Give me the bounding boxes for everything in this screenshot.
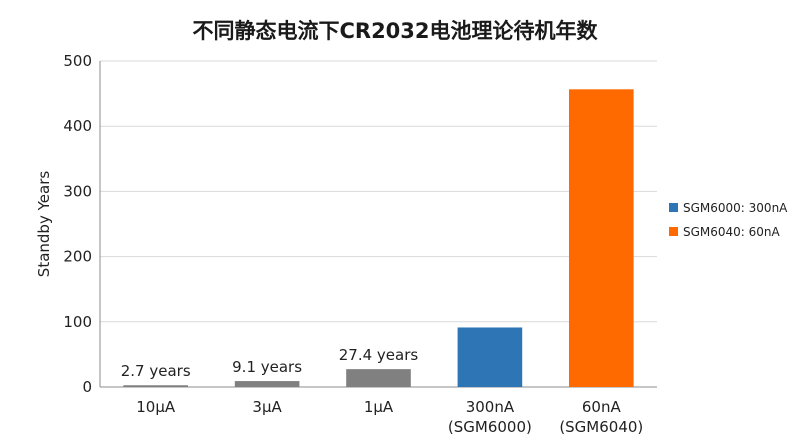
bar (123, 385, 189, 387)
x-tick-label: 60nA (582, 398, 622, 416)
bar (568, 89, 634, 387)
x-tick-label: 300nA (466, 398, 515, 416)
legend-label: SGM6000: 300nA (683, 201, 788, 215)
legend-swatch (669, 227, 678, 236)
data-label: 2.7 years (121, 362, 191, 380)
y-tick-label: 500 (63, 52, 92, 70)
legend-label: SGM6040: 60nA (683, 225, 781, 239)
x-tick-label: 3μA (252, 398, 282, 416)
y-tick-label: 200 (63, 248, 92, 266)
x-tick-label: 1μA (364, 398, 394, 416)
bar (457, 327, 523, 387)
chart-title: 不同静态电流下CR2032电池理论待机年数 (192, 19, 598, 43)
bar (234, 381, 300, 387)
legend-swatch (669, 203, 678, 212)
x-tick-label: 10μA (136, 398, 176, 416)
y-tick-label: 100 (63, 313, 92, 331)
y-tick-label: 300 (63, 182, 92, 200)
y-tick-label: 0 (82, 378, 92, 396)
data-label: 27.4 years (339, 346, 419, 364)
x-tick-label: (SGM6000) (448, 418, 532, 436)
bar (346, 369, 411, 387)
y-tick-label: 400 (63, 117, 92, 135)
y-axis-label: Standby Years (35, 171, 53, 278)
data-label: 9.1 years (232, 358, 302, 376)
x-tick-label: (SGM6040) (559, 418, 643, 436)
